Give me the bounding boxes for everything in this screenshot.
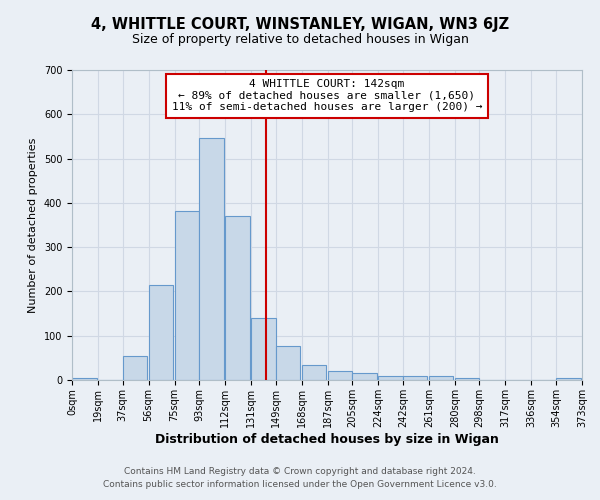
Bar <box>352 374 377 380</box>
Text: Contains HM Land Registry data © Crown copyright and database right 2024.: Contains HM Land Registry data © Crown c… <box>124 467 476 476</box>
Bar <box>328 371 352 380</box>
Bar <box>302 364 326 380</box>
Bar <box>378 376 403 380</box>
Y-axis label: Number of detached properties: Number of detached properties <box>28 138 38 312</box>
X-axis label: Distribution of detached houses by size in Wigan: Distribution of detached houses by size … <box>155 432 499 446</box>
Bar <box>276 346 301 380</box>
Bar <box>72 378 97 380</box>
Bar <box>122 356 147 380</box>
Bar <box>175 211 199 380</box>
Text: Contains public sector information licensed under the Open Government Licence v3: Contains public sector information licen… <box>103 480 497 489</box>
Bar <box>403 376 427 380</box>
Bar <box>455 378 479 380</box>
Bar <box>225 216 250 380</box>
Bar <box>556 378 581 380</box>
Bar <box>429 376 454 380</box>
Bar <box>251 318 276 380</box>
Text: Size of property relative to detached houses in Wigan: Size of property relative to detached ho… <box>131 32 469 46</box>
Text: 4, WHITTLE COURT, WINSTANLEY, WIGAN, WN3 6JZ: 4, WHITTLE COURT, WINSTANLEY, WIGAN, WN3… <box>91 18 509 32</box>
Bar <box>199 138 224 380</box>
Bar <box>149 285 173 380</box>
Text: 4 WHITTLE COURT: 142sqm
← 89% of detached houses are smaller (1,650)
11% of semi: 4 WHITTLE COURT: 142sqm ← 89% of detache… <box>172 80 482 112</box>
